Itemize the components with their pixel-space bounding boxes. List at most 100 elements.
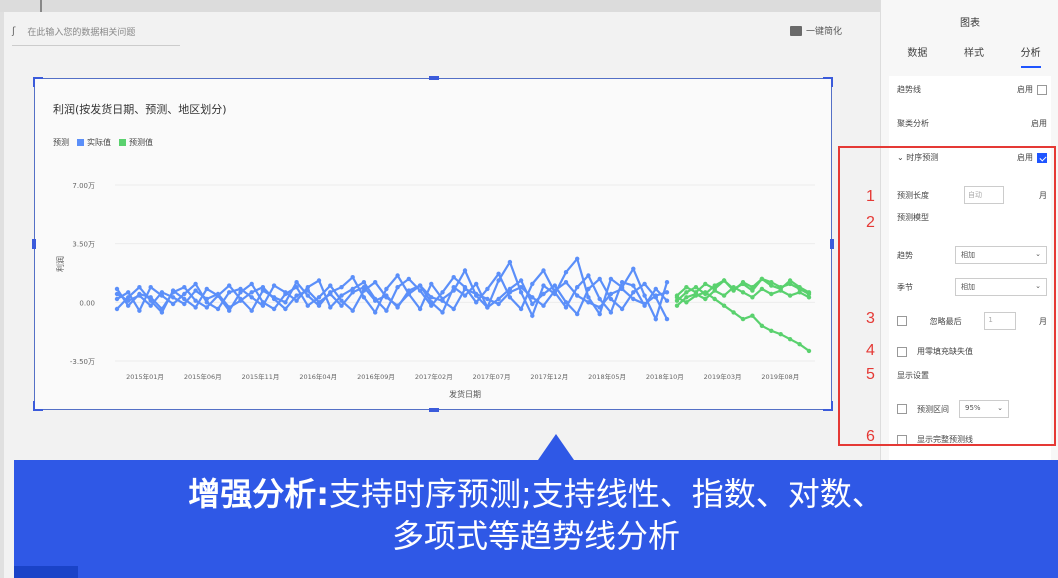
forecast-point[interactable] <box>684 290 689 295</box>
actual-point[interactable] <box>271 296 277 302</box>
actual-point[interactable] <box>159 290 165 295</box>
forecast-point[interactable] <box>787 278 793 283</box>
actual-point[interactable] <box>575 285 580 290</box>
legend-item-actual[interactable]: 实际值 <box>77 137 111 148</box>
actual-point[interactable] <box>193 281 198 287</box>
actual-point[interactable] <box>429 300 434 305</box>
forecast-point[interactable] <box>750 313 755 318</box>
actual-point[interactable] <box>294 285 299 290</box>
actual-point[interactable] <box>608 276 614 282</box>
actual-point[interactable] <box>137 293 142 298</box>
forecast-point[interactable] <box>712 296 717 302</box>
actual-point[interactable] <box>159 310 165 315</box>
trendline-checkbox[interactable] <box>1037 84 1047 95</box>
forecast-point[interactable] <box>769 280 774 285</box>
forecast-point[interactable] <box>740 316 746 322</box>
actual-point[interactable] <box>384 293 389 298</box>
actual-point[interactable] <box>148 285 153 290</box>
actual-point[interactable] <box>339 285 344 290</box>
actual-point[interactable] <box>126 298 131 303</box>
actual-point[interactable] <box>507 286 513 292</box>
actual-point[interactable] <box>429 295 434 300</box>
tab-analysis[interactable]: 分析 <box>1020 44 1041 68</box>
actual-point[interactable] <box>619 306 625 312</box>
actual-point[interactable] <box>496 278 501 283</box>
actual-point[interactable] <box>294 298 299 303</box>
forecast-point[interactable] <box>787 293 793 298</box>
forecast-point[interactable] <box>721 278 727 283</box>
forecast-point[interactable] <box>721 303 727 308</box>
actual-point[interactable] <box>339 303 344 308</box>
actual-point[interactable] <box>417 306 423 312</box>
actual-point[interactable] <box>530 301 535 307</box>
actual-point[interactable] <box>260 300 266 305</box>
cluster-enable-label[interactable]: 启用 <box>1031 119 1047 128</box>
forecast-point[interactable] <box>740 290 746 295</box>
forecast-point[interactable] <box>703 296 708 302</box>
actual-point[interactable] <box>563 305 569 310</box>
actual-point[interactable] <box>530 295 535 300</box>
actual-point[interactable] <box>238 298 243 303</box>
actual-point[interactable] <box>215 291 221 297</box>
actual-point[interactable] <box>541 291 546 297</box>
actual-point[interactable] <box>664 316 670 322</box>
actual-point[interactable] <box>126 290 131 295</box>
actual-point[interactable] <box>608 296 614 302</box>
actual-point[interactable] <box>182 296 187 302</box>
actual-point[interactable] <box>350 290 355 295</box>
actual-point[interactable] <box>653 293 658 298</box>
forecast-point[interactable] <box>674 298 680 303</box>
actual-point[interactable] <box>305 285 310 290</box>
actual-point[interactable] <box>137 308 142 313</box>
resize-handle-left[interactable] <box>32 239 36 249</box>
forecast-point[interactable] <box>787 281 793 287</box>
actual-point[interactable] <box>406 276 411 282</box>
actual-point[interactable] <box>249 295 254 300</box>
actual-point[interactable] <box>631 283 636 288</box>
interval-checkbox[interactable] <box>897 404 907 414</box>
actual-point[interactable] <box>148 303 153 308</box>
actual-point[interactable] <box>249 281 254 287</box>
actual-point[interactable] <box>395 285 400 290</box>
actual-point[interactable] <box>642 301 647 307</box>
actual-point[interactable] <box>541 303 546 308</box>
actual-point[interactable] <box>395 305 400 310</box>
actual-point[interactable] <box>619 280 625 285</box>
forecast-point[interactable] <box>806 291 812 297</box>
actual-point[interactable] <box>328 291 333 297</box>
forecast-point[interactable] <box>693 285 699 290</box>
resize-handle-tl-v[interactable] <box>33 77 35 87</box>
forecast-point[interactable] <box>731 285 736 290</box>
actual-point[interactable] <box>182 301 187 307</box>
actual-point[interactable] <box>339 298 344 303</box>
actual-point[interactable] <box>496 271 501 276</box>
actual-point[interactable] <box>518 278 524 283</box>
forecast-point[interactable] <box>684 285 689 290</box>
actual-point[interactable] <box>361 280 367 285</box>
forecast-point[interactable] <box>806 295 812 300</box>
actual-point[interactable] <box>170 288 176 293</box>
actual-point[interactable] <box>586 273 591 278</box>
forecast-point[interactable] <box>759 286 765 292</box>
actual-point[interactable] <box>474 291 479 297</box>
actual-point[interactable] <box>664 280 670 285</box>
resize-handle-top[interactable] <box>429 76 439 80</box>
forecast-point[interactable] <box>712 283 717 288</box>
actual-point[interactable] <box>507 295 513 300</box>
forecast-point[interactable] <box>806 348 812 354</box>
actual-point[interactable] <box>294 280 299 285</box>
tab-style[interactable]: 样式 <box>963 48 984 59</box>
forecast-point[interactable] <box>740 281 746 287</box>
forecast-point[interactable] <box>674 303 680 308</box>
tab-data[interactable]: 数据 <box>907 48 928 59</box>
actual-series-line[interactable] <box>116 256 669 323</box>
actual-point[interactable] <box>271 306 277 312</box>
forecast-point[interactable] <box>778 285 783 290</box>
forecast-point[interactable] <box>703 290 708 295</box>
forecast-point[interactable] <box>750 295 755 300</box>
actual-point[interactable] <box>227 283 232 288</box>
actual-point[interactable] <box>193 298 198 303</box>
actual-point[interactable] <box>530 313 535 318</box>
resize-handle-tr[interactable] <box>823 77 833 79</box>
forecast-point[interactable] <box>750 288 755 293</box>
